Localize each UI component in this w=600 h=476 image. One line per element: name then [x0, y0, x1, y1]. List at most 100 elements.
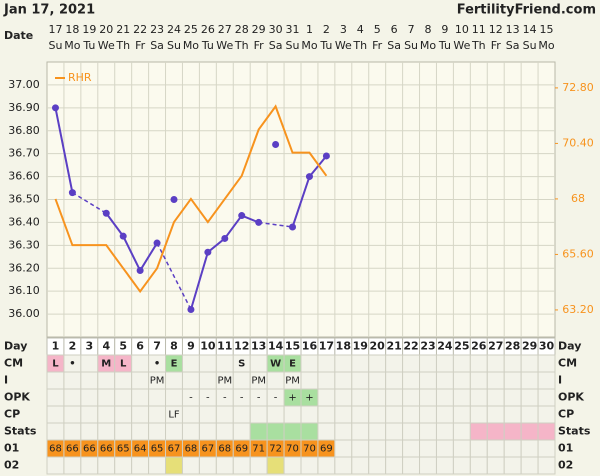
- row-label: CP: [558, 408, 574, 421]
- data-point: [136, 267, 144, 275]
- cell-text: 68: [49, 444, 62, 455]
- cell-text: 66: [66, 444, 79, 455]
- cell-text: PM: [150, 376, 165, 387]
- cell: [198, 456, 217, 475]
- cell: [537, 422, 556, 441]
- cell: [334, 456, 353, 475]
- cell: [97, 405, 116, 424]
- cell: [452, 354, 471, 373]
- cell: [520, 371, 539, 390]
- day-number: 21: [386, 340, 401, 353]
- cell: [131, 354, 150, 373]
- y-tick-label: 36.80: [8, 124, 40, 137]
- day-number: 18: [336, 340, 351, 353]
- day-number: 30: [539, 340, 555, 353]
- cell: [351, 354, 370, 373]
- cell: [334, 388, 353, 407]
- data-point: [272, 141, 280, 148]
- cell: [334, 422, 353, 441]
- cell-text: E: [171, 359, 178, 370]
- row-label: I: [4, 374, 8, 387]
- cell: [131, 422, 150, 441]
- cell: [368, 439, 387, 458]
- weekday-label: We: [335, 39, 352, 52]
- cell: [165, 456, 183, 475]
- day-number: 11: [217, 340, 232, 353]
- x-tick-label: 30: [269, 23, 283, 36]
- weekday-label: Tu: [82, 39, 95, 52]
- row-label: Stats: [558, 425, 591, 438]
- cell: [469, 388, 488, 407]
- y2-tick-label: 63.20: [562, 303, 594, 316]
- cell: [419, 388, 437, 407]
- cell: [537, 354, 556, 373]
- x-tick-label: 3: [340, 23, 347, 36]
- cell: [402, 354, 421, 373]
- cell: [181, 371, 200, 390]
- x-tick-label: 21: [116, 23, 130, 36]
- cell: [215, 405, 234, 424]
- cell: [80, 388, 99, 407]
- cell-text: 64: [134, 444, 147, 455]
- cell-text: LF: [168, 410, 180, 421]
- y2-tick-label: 70.40: [562, 136, 594, 149]
- cell-text: -: [257, 393, 261, 404]
- cell: [419, 422, 437, 441]
- cell: [385, 456, 404, 475]
- cell: [486, 354, 505, 373]
- cell-text: W: [270, 359, 281, 370]
- cell: [452, 405, 471, 424]
- cell: [300, 405, 319, 424]
- x-tick-label: 24: [167, 23, 181, 36]
- gap-connector: [258, 221, 293, 228]
- cell: [198, 354, 217, 373]
- weekday-label: Su: [48, 39, 62, 52]
- cell: [486, 439, 505, 458]
- weekday-label: Su: [167, 39, 181, 52]
- site-name: FertilityFriend.com: [457, 3, 596, 18]
- cell: [232, 456, 251, 475]
- cell: [266, 405, 285, 424]
- data-point: [204, 248, 212, 256]
- weekday-label: Sa: [506, 39, 520, 52]
- y-tick-label: 36.10: [8, 284, 40, 297]
- cell: [114, 388, 133, 407]
- cell: [503, 371, 522, 390]
- series-line: [54, 107, 328, 310]
- cell: [537, 388, 556, 407]
- weekday-label: We: [216, 39, 233, 52]
- cell: [97, 456, 116, 475]
- x-tick-label: 15: [540, 23, 554, 36]
- y2-tick-label: 65.60: [562, 247, 594, 260]
- cell: [317, 422, 336, 441]
- day-number: 10: [200, 340, 216, 353]
- cell: [198, 405, 217, 424]
- day-number: 9: [187, 340, 195, 353]
- day-number: 4: [102, 340, 110, 353]
- cell: [215, 456, 234, 475]
- cell: [520, 388, 539, 407]
- cell: [520, 354, 539, 373]
- cell-text: 65: [151, 444, 164, 455]
- row-label: 02: [558, 459, 573, 472]
- x-tick-label: 17: [48, 23, 62, 36]
- cell: [351, 388, 370, 407]
- y-tick-label: 36.40: [8, 215, 40, 228]
- y-tick-label: 36.90: [8, 101, 40, 114]
- row-label: OPK: [4, 391, 30, 404]
- cell: [435, 371, 454, 390]
- cell-text: 72: [269, 444, 282, 455]
- cell: [503, 456, 522, 475]
- series-line: [54, 104, 328, 294]
- x-tick-label: 11: [472, 23, 486, 36]
- cell: [266, 456, 285, 475]
- day-number: 12: [234, 340, 249, 353]
- cell: [317, 405, 336, 424]
- cell: [469, 354, 488, 373]
- x-tick-label: 2: [323, 23, 330, 36]
- cell: [181, 422, 200, 441]
- cell-text: 65: [117, 444, 130, 455]
- cell: [469, 456, 488, 475]
- cell: [469, 439, 488, 458]
